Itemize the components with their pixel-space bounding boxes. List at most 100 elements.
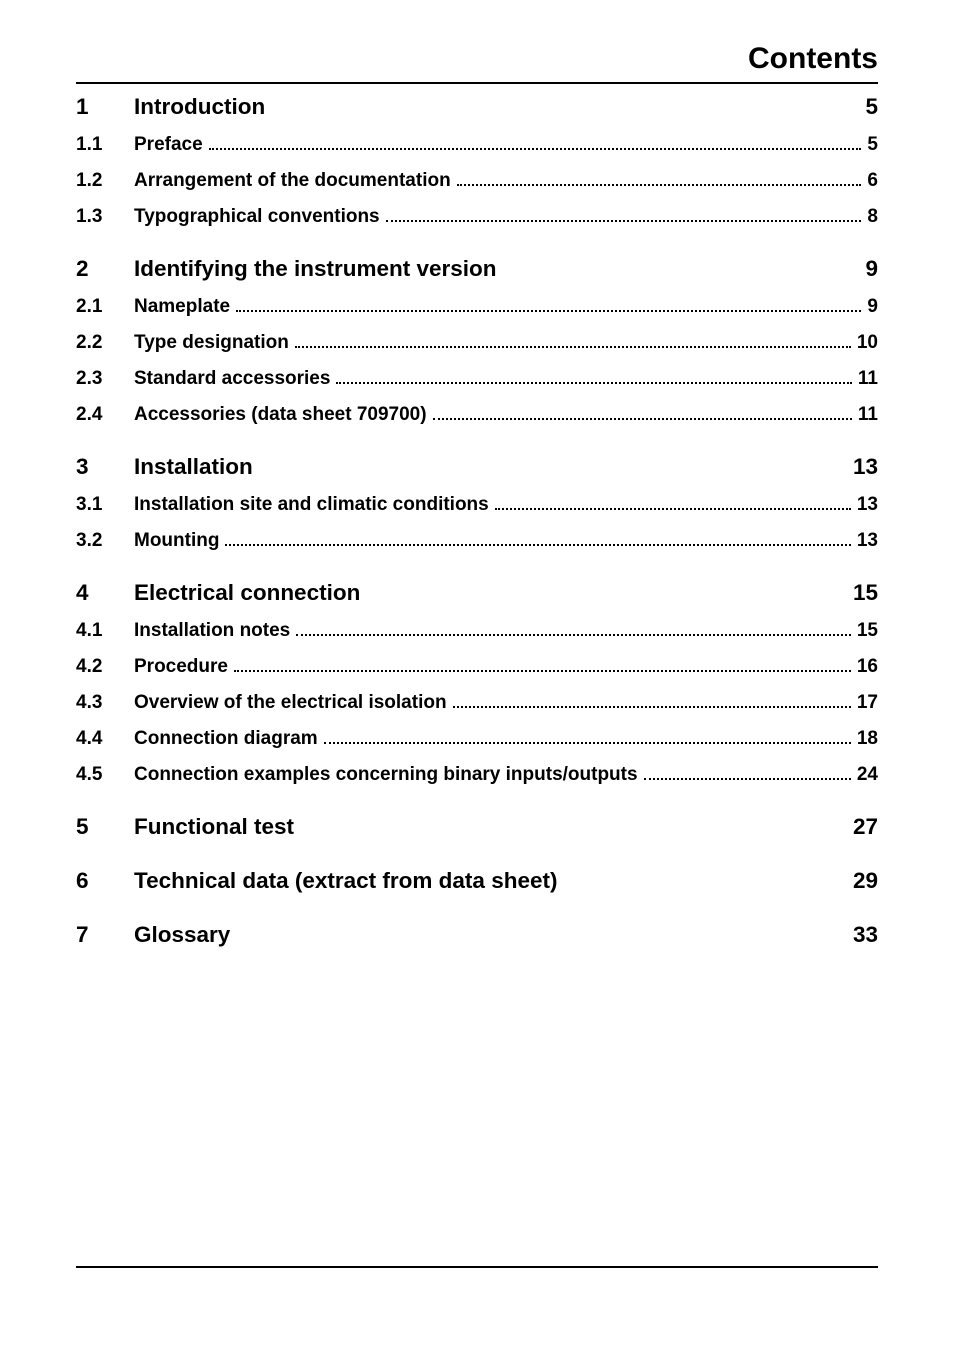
toc-entry: 3.2Mounting 13	[76, 530, 878, 552]
toc-section-title: Technical data (extract from data sheet)	[134, 868, 557, 894]
toc-entry-page: 15	[857, 620, 878, 642]
toc-entry-title: Installation notes	[134, 620, 290, 642]
toc-leader	[209, 148, 862, 150]
toc-entry-page: 18	[857, 728, 878, 750]
toc-entry-title: Connection diagram	[134, 728, 318, 750]
toc-entry-title-col: Connection examples concerning binary in…	[134, 764, 857, 786]
toc-entry-number: 2.4	[76, 404, 134, 426]
toc-section-page: 5	[865, 94, 878, 120]
toc-entry-title-col: Installation notes	[134, 620, 857, 642]
toc-leader	[236, 310, 861, 312]
toc-section-head: 1Introduction 5	[76, 94, 878, 120]
toc-leader	[433, 418, 852, 420]
toc-entry: 2.1Nameplate 9	[76, 296, 878, 318]
toc-entry-number: 1.1	[76, 134, 134, 156]
toc-section-number: 7	[76, 922, 134, 948]
toc-entry-page: 16	[857, 656, 878, 678]
toc-leader	[457, 184, 862, 186]
toc-section-number: 3	[76, 454, 134, 480]
toc-section-title-col: Electrical connection	[134, 580, 853, 606]
toc-entry-page: 10	[857, 332, 878, 354]
toc-entry-number: 4.2	[76, 656, 134, 678]
toc-entry: 1.2Arrangement of the documentation6	[76, 170, 878, 192]
toc-entry-page: 9	[867, 296, 878, 318]
toc-entry: 4.2Procedure 16	[76, 656, 878, 678]
toc-section-title-col: Glossary	[134, 922, 853, 948]
toc-section-title: Identifying the instrument version	[134, 256, 497, 282]
top-rule	[76, 82, 878, 84]
toc-entry: 2.4Accessories (data sheet 709700)11	[76, 404, 878, 426]
toc-entry-title-col: Mounting	[134, 530, 857, 552]
toc-entry-number: 3.1	[76, 494, 134, 516]
toc-entry-title: Connection examples concerning binary in…	[134, 764, 638, 786]
toc-entry-number: 4.4	[76, 728, 134, 750]
toc-section-title-col: Installation	[134, 454, 853, 480]
toc-entry-page: 6	[867, 170, 878, 192]
table-of-contents: 1Introduction 5 1.1Preface 5 1.2Arrangement …	[76, 94, 878, 948]
toc-entry-title-col: Nameplate	[134, 296, 867, 318]
toc-entry-number: 2.3	[76, 368, 134, 390]
toc-entry-title-col: Overview of the electrical isolation	[134, 692, 857, 714]
toc-section-page: 13	[853, 454, 878, 480]
toc-leader	[386, 220, 862, 222]
toc-entry-title-col: Type designation	[134, 332, 857, 354]
toc-section-number: 5	[76, 814, 134, 840]
toc-section-head: 3Installation13	[76, 454, 878, 480]
toc-entry-number: 2.1	[76, 296, 134, 318]
toc-entry-number: 3.2	[76, 530, 134, 552]
toc-entry-page: 5	[867, 134, 878, 156]
toc-entry-number: 4.5	[76, 764, 134, 786]
toc-section-title-col: Introduction	[134, 94, 865, 120]
toc-entry-title-col: Typographical conventions	[134, 206, 867, 228]
toc-entry: 1.3Typographical conventions8	[76, 206, 878, 228]
toc-entry-title-col: Accessories (data sheet 709700)	[134, 404, 858, 426]
toc-section-title-col: Technical data (extract from data sheet)	[134, 868, 853, 894]
toc-section-title: Introduction	[134, 94, 265, 120]
toc-entry: 4.4Connection diagram 18	[76, 728, 878, 750]
toc-entry-title-col: Connection diagram	[134, 728, 857, 750]
toc-entry-page: 17	[857, 692, 878, 714]
toc-section-page: 9	[865, 256, 878, 282]
toc-entry: 4.1Installation notes15	[76, 620, 878, 642]
toc-section-page: 27	[853, 814, 878, 840]
toc-section-number: 1	[76, 94, 134, 120]
toc-leader	[324, 742, 851, 744]
toc-entry-title: Overview of the electrical isolation	[134, 692, 447, 714]
toc-entry-title: Accessories (data sheet 709700)	[134, 404, 427, 426]
toc-leader	[336, 382, 851, 384]
toc-leader	[234, 670, 851, 672]
toc-leader	[295, 346, 851, 348]
page-title: Contents	[76, 42, 878, 76]
toc-leader	[495, 508, 851, 510]
toc-entry-page: 24	[857, 764, 878, 786]
toc-section-page: 33	[853, 922, 878, 948]
toc-leader	[644, 778, 851, 780]
toc-entry-number: 2.2	[76, 332, 134, 354]
toc-entry-title: Nameplate	[134, 296, 230, 318]
toc-entry-number: 4.3	[76, 692, 134, 714]
toc-entry-page: 13	[857, 530, 878, 552]
toc-entry-title: Mounting	[134, 530, 219, 552]
toc-section-page: 15	[853, 580, 878, 606]
toc-section-head: 4Electrical connection15	[76, 580, 878, 606]
toc-entry: 2.3Standard accessories11	[76, 368, 878, 390]
toc-entry: 4.5Connection examples concerning binary…	[76, 764, 878, 786]
bottom-rule	[76, 1266, 878, 1268]
toc-section-number: 2	[76, 256, 134, 282]
toc-entry-title: Preface	[134, 134, 203, 156]
toc-leader	[225, 544, 850, 546]
toc-section-title-col: Functional test	[134, 814, 853, 840]
toc-entry-page: 13	[857, 494, 878, 516]
toc-entry-title: Procedure	[134, 656, 228, 678]
toc-section-title: Functional test	[134, 814, 294, 840]
toc-section-head: 5Functional test 27	[76, 814, 878, 840]
toc-entry-title-col: Installation site and climatic condition…	[134, 494, 857, 516]
toc-section-number: 6	[76, 868, 134, 894]
toc-entry-title: Installation site and climatic condition…	[134, 494, 489, 516]
toc-entry-title-col: Procedure	[134, 656, 857, 678]
toc-entry: 4.3Overview of the electrical isolation 1…	[76, 692, 878, 714]
toc-section-head: 2Identifying the instrument version 9	[76, 256, 878, 282]
toc-section-title: Glossary	[134, 922, 230, 948]
toc-entry: 3.1Installation site and climatic condit…	[76, 494, 878, 516]
toc-entry-title: Typographical conventions	[134, 206, 380, 228]
